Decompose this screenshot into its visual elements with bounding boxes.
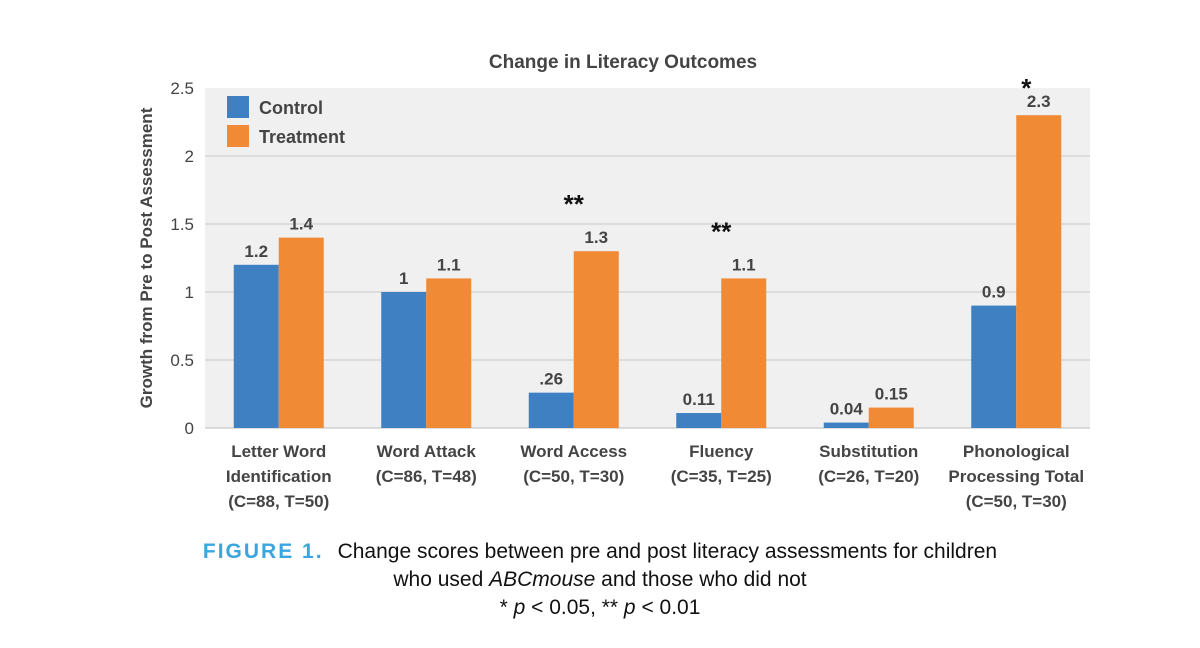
caption-product-name: ABCmouse: [489, 568, 596, 591]
x-tick-label: Letter Word: [231, 442, 326, 461]
bar-treatment: [573, 251, 619, 428]
x-tick-label: (C=35, T=25): [671, 467, 772, 486]
bar-control: [528, 392, 574, 428]
data-label-treatment: 1.3: [584, 228, 608, 247]
x-tick-label: (C=86, T=48): [376, 467, 477, 486]
significance-marker: **: [711, 216, 732, 246]
significance-marker: *: [1021, 73, 1032, 103]
x-tick-label: (C=50, T=30): [523, 467, 624, 486]
bar-control: [971, 305, 1017, 428]
caption-text-2a: who used: [393, 568, 490, 591]
data-label-control: 0.9: [982, 283, 1006, 302]
bar-treatment: [1016, 115, 1062, 428]
caption-p-1: p: [513, 596, 526, 619]
bar-treatment: [278, 237, 324, 428]
y-tick-label: 0: [185, 419, 194, 438]
x-tick-label: Word Attack: [377, 442, 477, 461]
data-label-control: 1: [399, 269, 408, 288]
x-tick-label: (C=50, T=30): [966, 492, 1067, 511]
caption-text-3c: < 0.01: [635, 596, 701, 619]
legend-label-control: Control: [259, 98, 323, 118]
y-tick-label: 1: [185, 283, 194, 302]
legend: Control Treatment: [227, 96, 345, 147]
x-tick-label: Processing Total: [948, 467, 1084, 486]
bar-control: [823, 422, 869, 428]
x-tick-label: Fluency: [689, 442, 754, 461]
bar-control: [233, 264, 279, 428]
plot-area: [205, 88, 1090, 428]
legend-swatch-treatment: [227, 125, 249, 147]
x-tick-label: (C=26, T=20): [818, 467, 919, 486]
data-label-treatment: 0.15: [875, 385, 908, 404]
caption-line-3: * p < 0.05, ** p < 0.01: [0, 596, 1200, 620]
caption-text-3a: *: [499, 596, 514, 619]
bar-chart: Change in Literacy Outcomes 0 0.5 1 1.5 2 2.5…: [137, 52, 1090, 511]
y-axis-ticks: 0 0.5 1 1.5 2 2.5: [170, 79, 194, 438]
data-label-control: 1.2: [244, 242, 268, 261]
data-label-treatment: 1.1: [437, 255, 461, 274]
bars: 1.21.411.1.261.3**0.111.1**0.040.150.92.…: [233, 73, 1062, 428]
chart-title: Change in Literacy Outcomes: [489, 52, 757, 73]
bar-treatment: [426, 278, 472, 428]
x-tick-label: Identification: [226, 467, 332, 486]
data-label-control: 0.11: [683, 390, 715, 409]
y-tick-label: 0.5: [170, 351, 194, 370]
x-axis-labels: Letter Word Identification (C=88, T=50) Wor…: [226, 442, 1084, 511]
y-tick-label: 2: [185, 147, 194, 166]
data-label-control: 0.04: [830, 400, 864, 419]
y-tick-label: 1.5: [170, 215, 194, 234]
x-tick-label: Phonological: [963, 442, 1070, 461]
bar-treatment: [721, 278, 767, 428]
caption-p-2: p: [623, 596, 636, 619]
bar-control: [676, 413, 722, 428]
x-tick-label: Substitution: [819, 442, 918, 461]
significance-marker: **: [564, 189, 585, 219]
legend-label-treatment: Treatment: [259, 127, 345, 147]
caption-line-2: who used ABCmouse and those who did not: [0, 568, 1200, 592]
legend-swatch-control: [227, 96, 249, 118]
data-label-control: .26: [539, 370, 563, 389]
bar-control: [381, 292, 427, 428]
bar-treatment: [868, 407, 914, 428]
y-tick-label: 2.5: [170, 79, 194, 98]
grid-lines: [205, 155, 1090, 429]
figure-label: FIGURE 1.: [202, 540, 324, 563]
data-label-treatment: 2.3: [1027, 92, 1051, 111]
x-tick-label: (C=88, T=50): [228, 492, 329, 511]
caption-text-2b: and those who did not: [595, 568, 807, 591]
y-axis-label: Growth from Pre to Post Assessment: [137, 107, 156, 408]
x-tick-label: Word Access: [520, 442, 627, 461]
data-label-treatment: 1.4: [289, 215, 313, 234]
caption-line-1: FIGURE 1. Change scores between pre and p…: [0, 540, 1200, 564]
caption-text-3b: < 0.05, **: [525, 596, 624, 619]
caption-text-1: Change scores between pre and post liter…: [337, 540, 998, 563]
data-label-treatment: 1.1: [732, 255, 756, 274]
